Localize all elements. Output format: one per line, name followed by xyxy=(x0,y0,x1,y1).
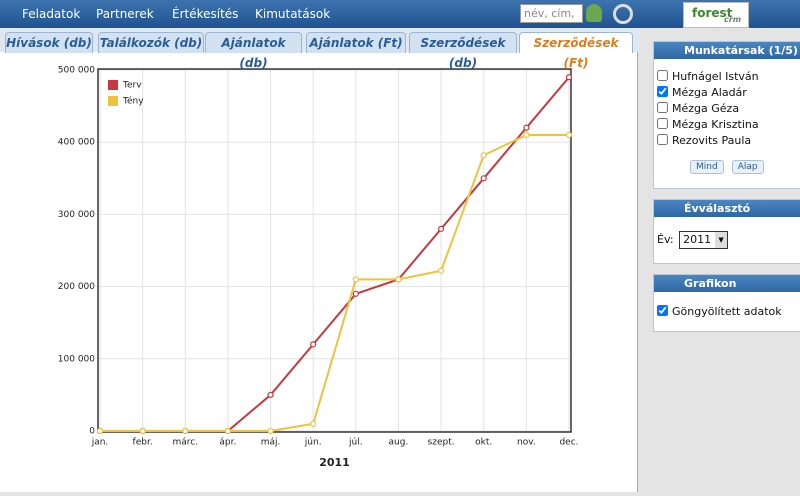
legend-swatch xyxy=(108,96,118,106)
members-panel: Munkatársak (1/5) Hufnágel István Mézga A… xyxy=(653,41,800,189)
point xyxy=(352,290,359,297)
y-tick-label: 300 000 xyxy=(58,210,95,220)
x-tick-label: dec. xyxy=(559,438,578,448)
point xyxy=(310,420,317,427)
settings-row: Göngyölített adatok xyxy=(654,292,800,320)
user-icon[interactable] xyxy=(586,4,602,22)
option-label: Göngyölített adatok xyxy=(672,305,782,318)
member-row: Rezovits Paula xyxy=(654,133,800,149)
checkbox[interactable] xyxy=(657,70,668,81)
year-row: Év: 2011 ▼ xyxy=(654,217,800,249)
logo-text: forest xyxy=(692,6,733,20)
point xyxy=(565,74,573,81)
logo: forest crm xyxy=(683,2,749,28)
legend-label: Terv xyxy=(122,81,142,91)
y-tick-label: 400 000 xyxy=(58,138,95,148)
checkbox[interactable] xyxy=(657,86,668,97)
plot-frame xyxy=(97,68,572,433)
member-name: Mézga Krisztina xyxy=(672,118,759,131)
select-arrow: ▼ xyxy=(715,232,728,248)
x-tick-label: márc. xyxy=(172,438,198,448)
year-label: Év: xyxy=(657,233,674,246)
refresh-icon[interactable] xyxy=(613,4,633,24)
series-line xyxy=(100,133,569,432)
legend-label: Tény xyxy=(122,96,144,107)
legend-swatch xyxy=(108,80,118,90)
point xyxy=(310,341,317,348)
member-list: Hufnágel István Mézga Aladár Mézga Géza Méz… xyxy=(654,59,800,149)
logo-sub: crm xyxy=(724,15,742,24)
button-row: Mind Alap xyxy=(654,149,800,174)
point xyxy=(224,427,232,435)
nav-item[interactable]: Feladatok xyxy=(22,7,81,21)
x-tick-label: jún. xyxy=(304,438,322,448)
point xyxy=(523,124,530,131)
nav-item[interactable]: Értékesítés xyxy=(172,7,239,21)
point xyxy=(565,131,573,139)
year-value: 2011 xyxy=(683,233,712,246)
tab[interactable]: Ajánlatok (db) xyxy=(205,32,302,70)
main-panel: jan. febr. márc. ápr. máj. jún. júl. aug. szept.… xyxy=(0,52,638,492)
checkbox[interactable] xyxy=(657,134,668,145)
point xyxy=(437,267,445,274)
member-row: Mézga Aladár xyxy=(654,85,800,101)
year-select[interactable]: 2011 ▼ xyxy=(679,231,729,249)
nav-item[interactable]: Partnerek xyxy=(96,7,154,21)
point xyxy=(437,225,445,232)
x-tick-label: nov. xyxy=(517,438,536,448)
y-tick-label: 500 000 xyxy=(58,66,95,76)
point xyxy=(139,427,146,435)
x-axis-title: 2011 xyxy=(319,456,350,469)
button[interactable]: Alap xyxy=(731,160,764,174)
x-tick-label: júl. xyxy=(348,438,363,448)
point xyxy=(267,427,274,435)
tab[interactable]: Szerződések (db) xyxy=(409,32,517,70)
panel-title: Grafikon beállítások xyxy=(654,275,800,307)
tab[interactable]: Találkozók (db) xyxy=(98,32,204,53)
chart: jan. febr. márc. ápr. máj. jún. júl. aug. szept.… xyxy=(58,66,579,470)
button[interactable]: Mind xyxy=(690,160,724,174)
tab[interactable]: Hívások (db) xyxy=(5,32,93,53)
x-tick-label: ápr. xyxy=(219,438,236,448)
panel-title: Évválasztó xyxy=(654,200,800,217)
x-tick-label: jan. xyxy=(91,438,109,448)
member-row: Hufnágel István xyxy=(654,69,800,85)
point xyxy=(480,175,487,182)
tab[interactable]: Szerződések (Ft) xyxy=(519,32,633,70)
x-tick-label: aug. xyxy=(389,438,409,448)
member-name: Mézga Aladár xyxy=(672,86,747,99)
point xyxy=(96,427,104,435)
search-input[interactable]: név, cím, xyxy=(520,4,583,23)
point xyxy=(352,276,359,283)
point xyxy=(480,152,487,159)
x-tick-label: febr. xyxy=(133,438,153,448)
settings-panel: Grafikon beállítások Göngyölített adatok xyxy=(653,274,800,332)
panel-title: Munkatársak (1/5) xyxy=(654,42,800,59)
nav-item[interactable]: Kimutatások xyxy=(255,7,331,21)
checkbox[interactable] xyxy=(657,118,668,129)
member-name: Rezovits Paula xyxy=(672,134,752,147)
point xyxy=(267,391,274,398)
checkbox[interactable] xyxy=(657,102,668,113)
x-tick-label: máj. xyxy=(261,438,281,448)
x-tick-label: szept. xyxy=(428,438,455,448)
y-tick-label: 0 xyxy=(89,427,95,437)
member-name: Mézga Géza xyxy=(672,102,740,115)
nav-bar: Feladatok Partnerek Értékesítés Kimutatá… xyxy=(0,0,800,28)
member-row: Mézga Géza xyxy=(654,101,800,117)
checkbox[interactable] xyxy=(657,305,668,316)
y-tick-label: 200 000 xyxy=(58,282,95,292)
point xyxy=(182,427,189,435)
member-name: Hufnágel István xyxy=(672,70,759,83)
member-row: Mézga Krisztina xyxy=(654,117,800,133)
point xyxy=(523,131,530,139)
series-line xyxy=(100,76,570,432)
year-panel: Évválasztó Év: 2011 ▼ xyxy=(653,199,800,264)
tab[interactable]: Ajánlatok (Ft) xyxy=(306,32,406,53)
point xyxy=(395,276,402,283)
x-tick-label: okt. xyxy=(475,438,492,448)
y-tick-label: 100 000 xyxy=(58,354,95,364)
